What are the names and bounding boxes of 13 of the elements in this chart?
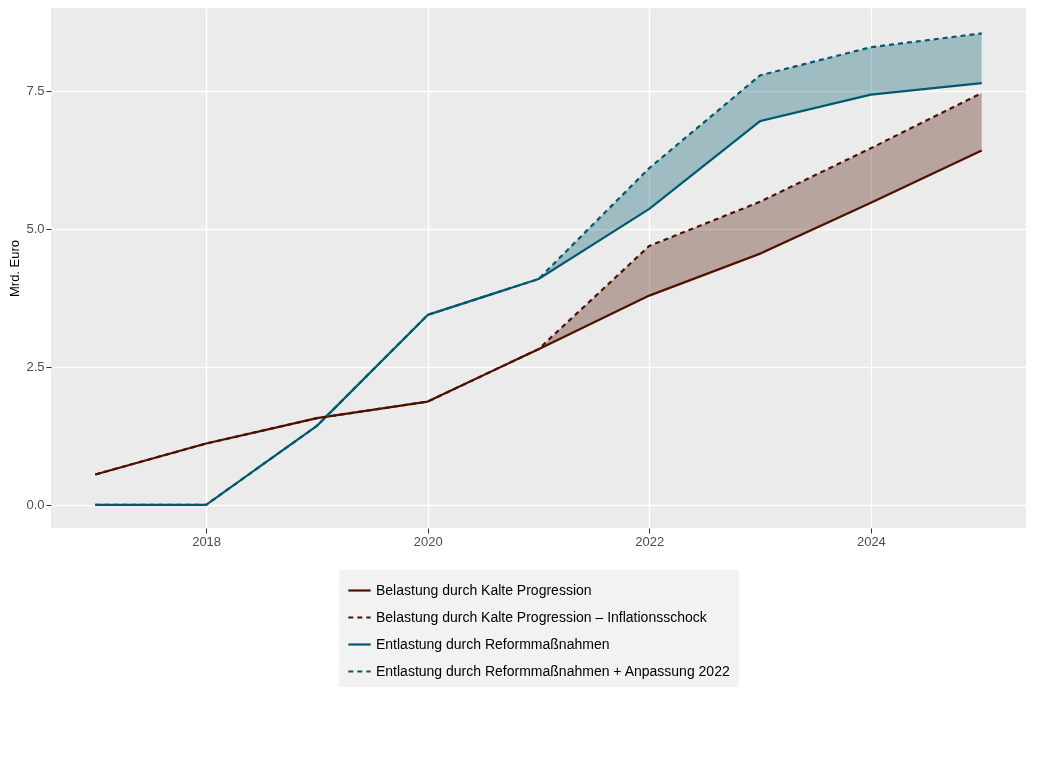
legend-label: Belastung durch Kalte Progression – Inflationsschock xyxy=(376,608,708,625)
x-tick-label: 2020 xyxy=(413,533,443,549)
y-axis-title: Mrd. Euro xyxy=(7,239,23,298)
x-tick-label: 2024 xyxy=(856,533,886,549)
y-tick-label: 7.5 xyxy=(26,83,45,99)
legend-label: Belastung durch Kalte Progression xyxy=(376,581,592,598)
y-tick-label: 2.5 xyxy=(26,359,45,375)
legend-label: Entlastung durch Reformmaßnahmen xyxy=(376,635,610,652)
y-tick-label: 5.0 xyxy=(26,221,45,237)
y-tick-label: 0.0 xyxy=(26,497,45,513)
x-tick-label: 2022 xyxy=(635,533,665,549)
legend-label: Entlastung durch Reformmaßnahmen + Anpassung 2022 xyxy=(376,662,730,679)
x-tick-label: 2018 xyxy=(192,533,222,549)
